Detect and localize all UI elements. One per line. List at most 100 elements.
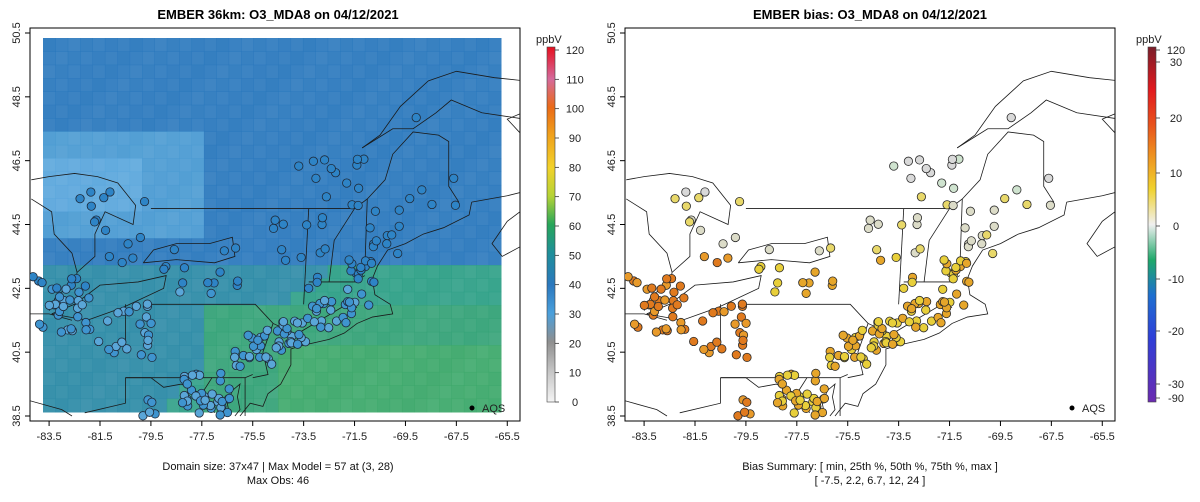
model-grid-cell <box>414 198 428 213</box>
model-grid-cell <box>488 385 502 400</box>
obs-site-marker <box>30 272 38 282</box>
model-grid-cell <box>414 305 428 319</box>
model-grid-cell <box>80 64 94 79</box>
model-grid-cell <box>80 131 94 146</box>
model-grid-cell <box>352 225 366 239</box>
obs-site-marker <box>405 193 415 204</box>
model-grid-cell <box>290 104 304 119</box>
colorbar-tick-label: 50 <box>569 250 581 262</box>
model-grid-cell <box>476 398 490 413</box>
model-grid-cell <box>315 131 329 146</box>
obs-site-marker <box>371 236 381 246</box>
obs-site-marker <box>271 343 281 353</box>
model-grid-cell <box>476 305 490 319</box>
model-grid-cell <box>439 265 452 279</box>
model-grid-cell <box>414 265 428 279</box>
model-grid-cell <box>265 291 279 306</box>
model-grid-cell <box>302 104 316 119</box>
bias-site-marker <box>862 359 872 369</box>
bias-site-marker <box>989 221 999 231</box>
obs-site-marker <box>113 308 123 318</box>
model-grid-cell <box>290 358 304 373</box>
model-grid-cell <box>476 198 490 213</box>
model-grid-cell <box>203 331 217 346</box>
model-grid-cell <box>290 91 304 106</box>
x-tick-label: -71.5 <box>342 431 367 443</box>
model-grid-cell <box>278 131 292 146</box>
model-grid-cell <box>340 385 353 400</box>
model-grid-cell <box>253 144 267 159</box>
obs-site-marker <box>136 350 146 360</box>
model-grid-cell <box>43 118 56 132</box>
model-grid-cell <box>414 91 428 106</box>
obs-site-marker <box>343 284 353 294</box>
bias-site-marker <box>965 206 976 216</box>
obs-site-marker <box>449 173 459 183</box>
model-grid-cell <box>439 398 452 413</box>
model-grid-cell <box>327 131 341 146</box>
model-grid-cell <box>179 104 193 119</box>
model-grid-cell <box>43 331 56 346</box>
model-grid-cell <box>364 91 378 106</box>
model-grid-cell <box>241 211 254 226</box>
model-grid-cell <box>154 211 168 226</box>
obs-site-marker <box>344 297 355 307</box>
obs-site-marker <box>66 324 76 334</box>
model-grid-cell <box>488 198 502 213</box>
model-grid-cell <box>43 171 56 186</box>
model-grid-cell <box>302 398 316 413</box>
model-grid-cell <box>315 398 329 413</box>
model-grid-cell <box>166 385 180 400</box>
model-grid-cell <box>154 38 168 52</box>
model-grid-cell <box>377 371 391 386</box>
model-grid-cell <box>389 345 403 360</box>
obs-site-marker <box>319 155 330 165</box>
model-grid-cell <box>203 251 217 266</box>
bias-site-marker <box>802 389 812 399</box>
bias-site-marker <box>873 317 884 327</box>
model-grid-cell <box>203 91 217 106</box>
model-grid-cell <box>104 51 118 66</box>
model-grid-cell <box>80 104 94 119</box>
obs-site-marker <box>308 156 319 166</box>
model-grid-cell <box>142 225 155 239</box>
model-grid-cell <box>80 225 94 239</box>
model-grid-cell <box>426 265 440 279</box>
obs-site-marker <box>144 407 155 417</box>
model-grid-cell <box>55 158 69 173</box>
model-grid-cell <box>488 305 502 319</box>
model-grid-cell <box>154 225 168 239</box>
model-grid-cell <box>92 78 106 92</box>
model-grid-cell <box>488 78 502 92</box>
x-tick-label: -81.5 <box>87 431 112 443</box>
model-grid-cell <box>451 305 465 319</box>
model-grid-cell <box>451 251 465 266</box>
model-grid-cell <box>104 144 118 159</box>
model-grid-cell <box>228 331 242 346</box>
colorbar-tick-label: 80 <box>569 162 581 174</box>
model-grid-cell <box>104 398 118 413</box>
model-grid-cell <box>488 358 502 373</box>
model-grid-cell <box>327 251 341 266</box>
bias-site-marker <box>810 267 820 277</box>
model-grid-cell <box>327 331 341 346</box>
model-grid-cell <box>439 345 452 360</box>
model-grid-cell <box>166 184 180 199</box>
model-grid-cell <box>179 238 193 253</box>
model-grid-cell <box>142 238 155 253</box>
model-grid-cell <box>80 358 94 373</box>
model-grid-cell <box>302 184 316 199</box>
model-grid-cell <box>278 118 292 132</box>
model-grid-cell <box>389 38 403 52</box>
map-boundary <box>328 208 355 282</box>
model-grid-cell <box>55 38 69 52</box>
model-grid-cell <box>315 331 329 346</box>
model-grid-cell <box>278 265 292 279</box>
bias-site-marker <box>723 253 733 263</box>
bias-site-marker <box>937 178 947 188</box>
model-grid-cell <box>241 251 254 266</box>
model-grid-cell <box>154 398 168 413</box>
model-grid-cell <box>129 118 143 132</box>
model-grid-cell <box>80 91 94 106</box>
obs-site-marker <box>450 200 461 210</box>
